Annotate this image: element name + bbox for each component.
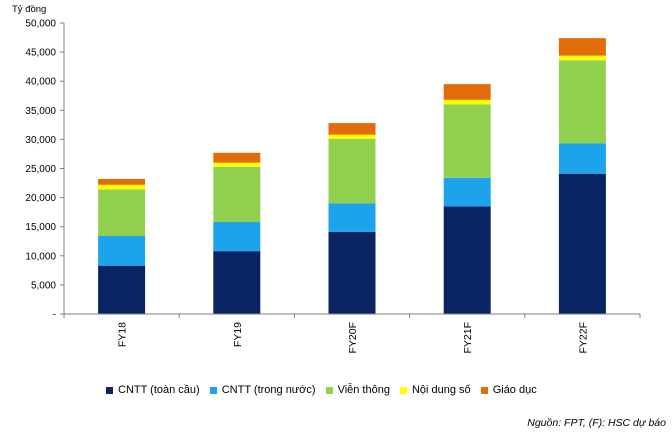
legend-swatch	[399, 386, 407, 394]
legend-swatch	[106, 386, 113, 394]
x-tick-label: FY18	[117, 322, 129, 347]
y-tick-label: 5,000	[31, 280, 56, 291]
bar-segment	[98, 189, 146, 237]
x-tick-label: FY20F	[347, 322, 359, 354]
legend-swatch	[480, 386, 488, 394]
bar-segment	[558, 38, 606, 56]
y-tick-label: 15,000	[25, 222, 56, 233]
bar-segment	[328, 203, 376, 232]
bar-segment	[443, 104, 491, 178]
bar-segment	[213, 251, 261, 314]
bar-segment	[443, 84, 491, 100]
legend-label: CNTT (toàn cầu)	[118, 384, 200, 396]
bars	[98, 38, 606, 314]
y-tick-label: 25,000	[25, 164, 56, 175]
bar-segment	[98, 265, 146, 314]
y-axis: - 5,000 10,000 15,000 20,000 25,000 30,000 35,0…	[25, 19, 65, 321]
x-tick-label: FY21F	[462, 322, 474, 354]
x-tick-label: FY19	[232, 322, 244, 347]
bar-segment	[443, 177, 491, 207]
legend-label: Nội dung số	[411, 384, 471, 396]
legend: CNTT (toàn cầu) CNTT (trong nước) Viễn thô…	[106, 384, 547, 396]
legend-item: Giáo dục	[480, 384, 537, 396]
source-note: Nguồn: FPT, (F): HSC dự báo	[527, 417, 666, 429]
legend-swatch	[209, 386, 217, 394]
y-tick-label: 45,000	[25, 48, 56, 59]
bar-segment	[328, 231, 376, 314]
y-tick-label: 20,000	[25, 193, 56, 204]
x-axis: FY18 FY19 FY20F FY21F FY22F	[63, 313, 641, 354]
y-tick-label: 50,000	[25, 19, 56, 30]
bar-segment	[443, 206, 491, 314]
bar-segment	[213, 166, 261, 223]
bar-segment	[558, 60, 606, 144]
legend-swatch	[325, 386, 333, 394]
y-tick-label: 35,000	[25, 106, 56, 117]
bar-segment	[558, 143, 606, 174]
bar-segment	[328, 123, 376, 135]
bar-segment	[213, 162, 261, 167]
bar-segment	[98, 184, 146, 190]
y-tick-label: 40,000	[25, 77, 56, 88]
y-tick-label: -	[53, 310, 56, 321]
legend-item: Nội dung số	[399, 384, 471, 396]
bar-segment	[328, 134, 376, 139]
legend-item: Viễn thông	[325, 384, 390, 396]
legend-label: Viễn thông	[337, 384, 390, 396]
y-axis-unit-label: Tỷ đồng	[12, 4, 46, 15]
bar-segment	[558, 55, 606, 61]
bar-segment	[443, 99, 491, 105]
y-tick-label: 30,000	[25, 135, 56, 146]
legend-item: CNTT (toàn cầu)	[106, 384, 200, 396]
bar-segment	[98, 178, 146, 185]
bar-segment	[213, 222, 261, 252]
bar-segment	[328, 138, 376, 204]
bar-segment	[98, 236, 146, 266]
legend-label: Giáo dục	[492, 384, 537, 396]
x-tick-label: FY22F	[577, 322, 589, 354]
legend-label: CNTT (trong nước)	[221, 384, 316, 396]
bar-segment	[213, 152, 261, 163]
legend-item: CNTT (trong nước)	[209, 384, 316, 396]
y-tick-label: 10,000	[25, 251, 56, 262]
bar-segment	[558, 173, 606, 314]
